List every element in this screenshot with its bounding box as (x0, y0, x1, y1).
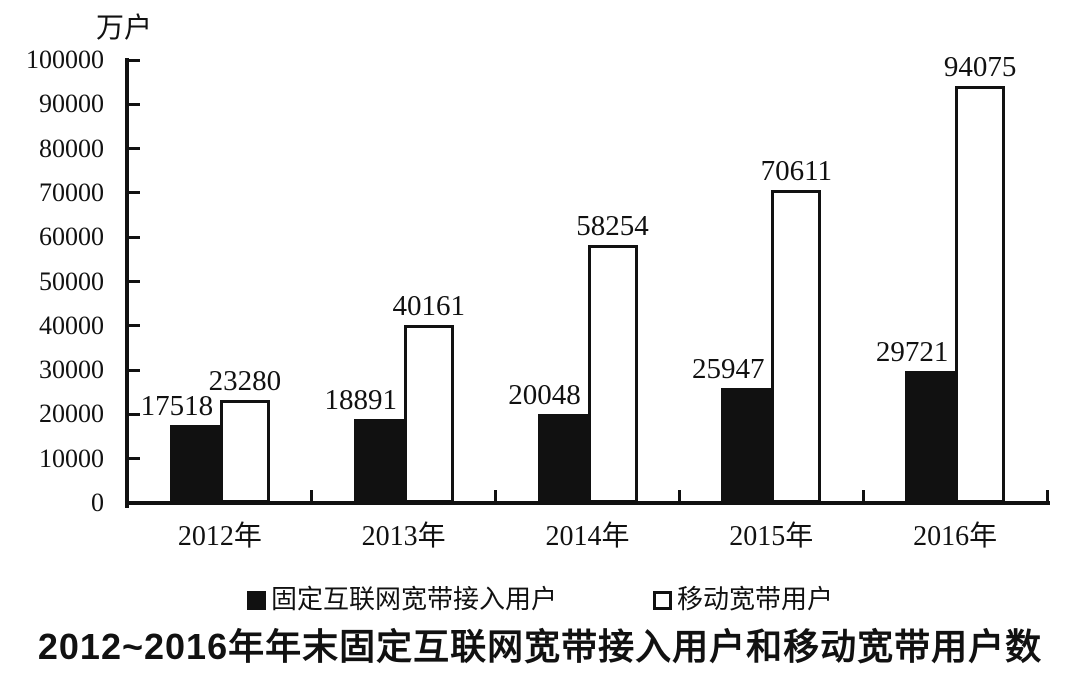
y-axis-tick (129, 457, 140, 461)
bar-mobile (587, 244, 638, 503)
legend-item-mobile-broadband: 移动宽带用户 (653, 585, 833, 615)
bar-value-label: 20048 (508, 379, 581, 412)
bar-mobile (219, 399, 270, 503)
legend: 固定互联网宽带接入用户 移动宽带用户 (0, 585, 1080, 615)
x-axis-line (125, 501, 1050, 505)
chart-title: 2012~2016年年末固定互联网宽带接入用户和移动宽带用户数 (37, 626, 1043, 667)
filled-square-swatch-icon (246, 590, 266, 610)
x-axis-tick (494, 490, 498, 501)
bar-value-label: 25947 (692, 353, 765, 386)
y-axis-tick (129, 191, 140, 195)
y-tick-label: 20000 (39, 399, 104, 429)
legend-item-fixed-broadband: 固定互联网宽带接入用户 (246, 585, 557, 615)
y-tick-label: 40000 (39, 310, 104, 340)
bar-value-label: 70611 (760, 155, 833, 188)
x-axis-tick (310, 490, 314, 501)
bar-mobile (771, 190, 822, 503)
bar-fixed (353, 419, 404, 503)
bar-value-label: 58254 (576, 209, 649, 242)
bar-value-label: 23280 (208, 364, 282, 397)
y-tick-label: 10000 (39, 443, 104, 473)
bar-value-label: 29721 (875, 336, 949, 369)
x-tick-label: 2016年 (913, 521, 998, 552)
legend-label: 移动宽带用户 (677, 585, 834, 614)
y-axis-line (125, 58, 129, 508)
y-tick-label: 60000 (39, 222, 104, 252)
bar-value-label: 18891 (324, 384, 397, 417)
y-tick-label: 80000 (39, 133, 104, 163)
bar-mobile (955, 86, 1006, 503)
y-axis-tick (129, 235, 140, 239)
y-tick-label: 30000 (39, 355, 104, 385)
y-axis-tick (129, 412, 140, 416)
y-tick-label: 50000 (39, 266, 104, 296)
legend-label: 固定互联网宽带接入用户 (270, 585, 557, 614)
x-axis-tick (861, 490, 865, 501)
y-axis-tick (129, 368, 140, 372)
y-axis-tick (129, 102, 140, 106)
x-axis-tick (1045, 490, 1049, 501)
y-axis-tick (129, 58, 140, 62)
x-tick-label: 2013年 (361, 521, 446, 552)
bar-fixed (169, 425, 220, 503)
y-axis-tick (129, 324, 140, 328)
y-axis-tick (129, 147, 140, 151)
x-tick-label: 2015年 (729, 521, 814, 552)
y-tick-label: 90000 (39, 89, 104, 119)
bar-fixed (905, 371, 956, 503)
y-tick-label: 70000 (39, 177, 104, 207)
bar-value-label: 40161 (392, 290, 465, 323)
y-axis-tick (129, 280, 140, 283)
hollow-square-swatch-icon (653, 590, 672, 610)
bar-fixed (721, 388, 772, 503)
y-tick-label: 0 (91, 488, 104, 517)
y-axis-unit-label: 万户 (96, 13, 153, 44)
y-tick-label: 100000 (26, 45, 104, 74)
bar-value-label: 17518 (140, 390, 214, 423)
x-axis-tick (677, 490, 681, 501)
bar-value-label: 94075 (943, 51, 1017, 84)
x-tick-label: 2012年 (177, 521, 262, 552)
bar-fixed (537, 414, 588, 503)
x-tick-label: 2014年 (545, 521, 630, 552)
